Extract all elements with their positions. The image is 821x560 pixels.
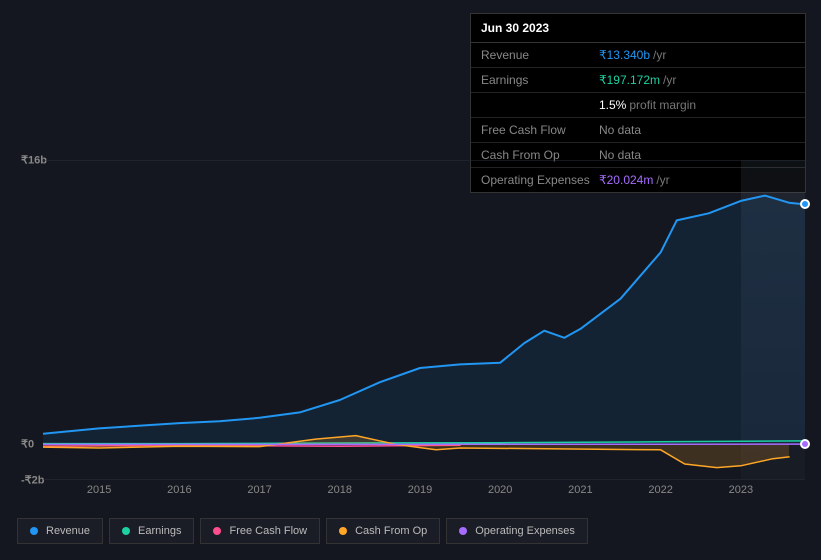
tooltip-label: Revenue (481, 48, 599, 62)
legend-item[interactable]: Operating Expenses (446, 518, 588, 544)
legend-label: Operating Expenses (475, 525, 575, 537)
series-end-marker (800, 199, 810, 209)
legend-label: Cash From Op (355, 525, 427, 537)
legend-label: Free Cash Flow (229, 525, 307, 537)
legend-dot (30, 527, 38, 535)
chart[interactable]: ₹16b₹0-₹2b (17, 160, 804, 480)
x-axis-label: 2018 (328, 484, 352, 496)
legend-label: Revenue (46, 525, 90, 537)
x-axis-label: 2023 (729, 484, 753, 496)
tooltip-value: ₹13.340b/yr (599, 48, 795, 62)
legend: Revenue Earnings Free Cash Flow Cash From O… (17, 518, 588, 544)
x-axis-label: 2016 (167, 484, 191, 496)
tooltip-row: Earnings₹197.172m/yr (471, 68, 805, 93)
x-axis-label: 2017 (247, 484, 271, 496)
legend-dot (213, 527, 221, 535)
x-axis-label: 2021 (568, 484, 592, 496)
x-axis-label: 2022 (648, 484, 672, 496)
legend-item[interactable]: Cash From Op (326, 518, 440, 544)
tooltip-label (481, 98, 599, 112)
tooltip-row: Free Cash FlowNo data (471, 118, 805, 143)
tooltip-row: Revenue₹13.340b/yr (471, 43, 805, 68)
tooltip-value: 1.5%profit margin (599, 98, 795, 112)
legend-label: Earnings (138, 525, 181, 537)
legend-item[interactable]: Free Cash Flow (200, 518, 320, 544)
legend-item[interactable]: Revenue (17, 518, 103, 544)
legend-item[interactable]: Earnings (109, 518, 194, 544)
x-axis-label: 2020 (488, 484, 512, 496)
tooltip-label: Earnings (481, 73, 599, 87)
tooltip-row: 1.5%profit margin (471, 93, 805, 118)
legend-dot (122, 527, 130, 535)
legend-dot (339, 527, 347, 535)
tooltip-value: No data (599, 123, 795, 137)
x-axis-label: 2015 (87, 484, 111, 496)
series-lines (43, 160, 805, 480)
series-end-marker (800, 439, 810, 449)
tooltip-value: ₹197.172m/yr (599, 73, 795, 87)
legend-dot (459, 527, 467, 535)
chart-plot (43, 160, 805, 480)
tooltip-date: Jun 30 2023 (471, 14, 805, 43)
tooltip-label: Free Cash Flow (481, 123, 599, 137)
x-axis-label: 2019 (408, 484, 432, 496)
x-axis: 2015 2016 2017 2018 2019 2020 2021 2022 2023 (43, 484, 805, 502)
